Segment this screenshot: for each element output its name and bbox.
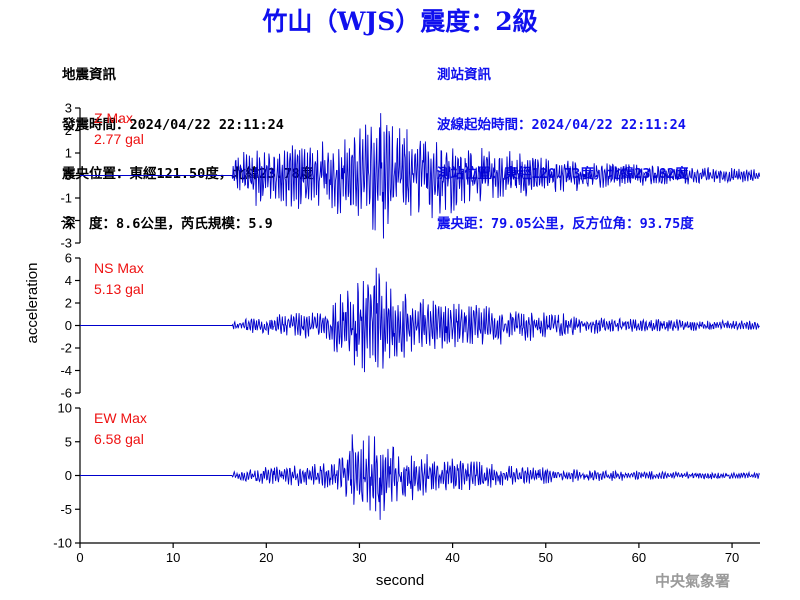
y-tick-label: 2 xyxy=(65,123,72,138)
x-tick-label: 40 xyxy=(445,550,459,565)
y-tick-label: 10 xyxy=(58,401,72,416)
y-tick-label: -5 xyxy=(60,502,72,517)
x-tick-label: 0 xyxy=(76,550,83,565)
earthquake-depth-magnitude: 深 度：8.6公里，芮氏規模：5.9 xyxy=(62,215,273,232)
peak-label: Z Max xyxy=(94,110,133,126)
panel-ew: -10 -5 0 5 10 EW Max 6.58 gal xyxy=(53,401,760,551)
y-tick-label: -2 xyxy=(60,213,72,228)
y-tick-label: 6 xyxy=(65,251,72,266)
y-tick-label: -2 xyxy=(60,341,72,356)
y-tick-label: -3 xyxy=(60,236,72,251)
y-tick-label: 1 xyxy=(65,146,72,161)
chart-title: 竹山（WJS）震度：2級 xyxy=(262,7,538,36)
x-tick-label: 60 xyxy=(632,550,646,565)
earthquake-info-heading: 地震資訊 xyxy=(62,67,116,83)
panel-z: -3 -2 -1 0 1 2 3 Z Max 2.77 gal xyxy=(60,101,761,251)
x-tick-label: 20 xyxy=(259,550,273,565)
y-tick-label: -6 xyxy=(60,386,72,401)
y-tick-label: 0 xyxy=(65,468,72,483)
x-tick-label: 50 xyxy=(539,550,553,565)
y-tick-label: 5 xyxy=(65,434,72,449)
trace-ew xyxy=(80,434,760,520)
y-tick-label: 4 xyxy=(65,273,72,288)
x-axis-label: second xyxy=(376,572,424,589)
peak-value: 2.77 gal xyxy=(94,131,144,147)
panel-ns: -6 -4 -2 0 2 4 6 NS Max 5.13 gal xyxy=(60,251,760,401)
peak-value: 5.13 gal xyxy=(94,281,144,297)
earthquake-time: 發震時間：2024/04/22 22:11:24 xyxy=(62,116,284,133)
station-distance-azimuth: 震央距：79.05公里，反方位角：93.75度 xyxy=(437,215,694,232)
station-info-heading: 測站資訊 xyxy=(437,67,491,83)
y-tick-label: 0 xyxy=(65,168,72,183)
x-tick-label: 70 xyxy=(725,550,739,565)
y-tick-label: -1 xyxy=(60,191,72,206)
y-tick-label: 2 xyxy=(65,296,72,311)
trace-z xyxy=(80,113,761,239)
y-axis-label: acceleration xyxy=(24,263,41,344)
station-wave-start: 波線起始時間：2024/04/22 22:11:24 xyxy=(437,116,686,133)
earthquake-info: 地震資訊 發震時間：2024/04/22 22:11:24 震央位置：東經121… xyxy=(62,34,313,249)
peak-value: 6.58 gal xyxy=(94,431,144,447)
x-tick-label: 10 xyxy=(166,550,180,565)
x-tick-label: 30 xyxy=(352,550,366,565)
y-tick-label: 3 xyxy=(65,101,72,116)
peak-label: EW Max xyxy=(94,410,147,426)
trace-ns xyxy=(80,267,760,373)
y-tick-label: -10 xyxy=(53,536,72,551)
peak-label: NS Max xyxy=(94,260,144,276)
y-tick-label: 0 xyxy=(65,318,72,333)
y-tick-label: -4 xyxy=(60,363,72,378)
agency-watermark: 中央氣象署 xyxy=(655,572,731,590)
